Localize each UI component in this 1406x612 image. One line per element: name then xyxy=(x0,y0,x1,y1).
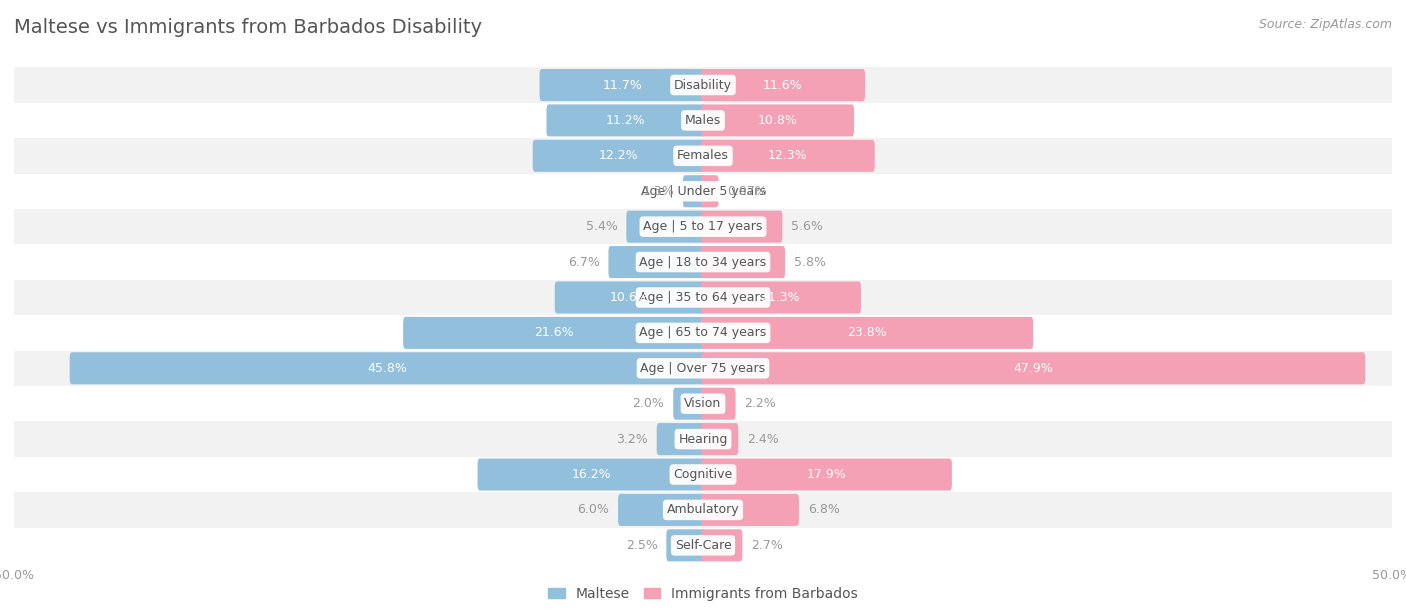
FancyBboxPatch shape xyxy=(700,69,865,101)
FancyBboxPatch shape xyxy=(683,175,706,207)
FancyBboxPatch shape xyxy=(14,244,1392,280)
Text: Maltese vs Immigrants from Barbados Disability: Maltese vs Immigrants from Barbados Disa… xyxy=(14,18,482,37)
FancyBboxPatch shape xyxy=(657,423,706,455)
Text: 5.8%: 5.8% xyxy=(794,256,825,269)
Text: 3.2%: 3.2% xyxy=(616,433,648,446)
FancyBboxPatch shape xyxy=(700,458,952,491)
FancyBboxPatch shape xyxy=(700,282,860,313)
Text: Disability: Disability xyxy=(673,78,733,92)
Text: Age | Over 75 years: Age | Over 75 years xyxy=(641,362,765,375)
Text: 2.4%: 2.4% xyxy=(747,433,779,446)
FancyBboxPatch shape xyxy=(700,246,785,278)
Text: 11.6%: 11.6% xyxy=(763,78,803,92)
Text: 11.3%: 11.3% xyxy=(761,291,800,304)
FancyBboxPatch shape xyxy=(700,494,799,526)
Text: 21.6%: 21.6% xyxy=(534,326,574,340)
Text: 10.8%: 10.8% xyxy=(758,114,797,127)
Text: Age | Under 5 years: Age | Under 5 years xyxy=(641,185,765,198)
Text: Males: Males xyxy=(685,114,721,127)
FancyBboxPatch shape xyxy=(700,529,742,561)
FancyBboxPatch shape xyxy=(700,175,718,207)
Text: Self-Care: Self-Care xyxy=(675,539,731,552)
FancyBboxPatch shape xyxy=(14,351,1392,386)
FancyBboxPatch shape xyxy=(666,529,706,561)
Text: 0.97%: 0.97% xyxy=(727,185,768,198)
FancyBboxPatch shape xyxy=(619,494,706,526)
FancyBboxPatch shape xyxy=(14,209,1392,244)
FancyBboxPatch shape xyxy=(14,492,1392,528)
FancyBboxPatch shape xyxy=(404,317,706,349)
FancyBboxPatch shape xyxy=(555,282,706,313)
FancyBboxPatch shape xyxy=(478,458,706,491)
Text: Ambulatory: Ambulatory xyxy=(666,504,740,517)
Text: Age | 5 to 17 years: Age | 5 to 17 years xyxy=(644,220,762,233)
Text: Source: ZipAtlas.com: Source: ZipAtlas.com xyxy=(1258,18,1392,31)
Text: 45.8%: 45.8% xyxy=(367,362,408,375)
Text: 17.9%: 17.9% xyxy=(807,468,846,481)
Text: 2.2%: 2.2% xyxy=(744,397,776,410)
FancyBboxPatch shape xyxy=(609,246,706,278)
Text: 2.0%: 2.0% xyxy=(633,397,665,410)
FancyBboxPatch shape xyxy=(14,138,1392,174)
FancyBboxPatch shape xyxy=(700,140,875,172)
FancyBboxPatch shape xyxy=(547,105,706,136)
FancyBboxPatch shape xyxy=(533,140,706,172)
FancyBboxPatch shape xyxy=(700,211,782,243)
Text: 1.3%: 1.3% xyxy=(643,185,673,198)
FancyBboxPatch shape xyxy=(14,386,1392,422)
Text: Cognitive: Cognitive xyxy=(673,468,733,481)
Text: 11.2%: 11.2% xyxy=(606,114,645,127)
FancyBboxPatch shape xyxy=(700,353,1365,384)
Text: Age | 35 to 64 years: Age | 35 to 64 years xyxy=(640,291,766,304)
Text: 6.8%: 6.8% xyxy=(807,504,839,517)
FancyBboxPatch shape xyxy=(700,317,1033,349)
FancyBboxPatch shape xyxy=(14,528,1392,563)
Text: 2.5%: 2.5% xyxy=(626,539,658,552)
FancyBboxPatch shape xyxy=(540,69,706,101)
Text: 12.2%: 12.2% xyxy=(599,149,638,162)
FancyBboxPatch shape xyxy=(14,315,1392,351)
Text: Age | 65 to 74 years: Age | 65 to 74 years xyxy=(640,326,766,340)
Text: Age | 18 to 34 years: Age | 18 to 34 years xyxy=(640,256,766,269)
Text: Vision: Vision xyxy=(685,397,721,410)
FancyBboxPatch shape xyxy=(700,387,735,420)
FancyBboxPatch shape xyxy=(673,387,706,420)
FancyBboxPatch shape xyxy=(14,103,1392,138)
Text: 6.0%: 6.0% xyxy=(578,504,609,517)
FancyBboxPatch shape xyxy=(70,353,706,384)
Text: 2.7%: 2.7% xyxy=(751,539,783,552)
Text: 6.7%: 6.7% xyxy=(568,256,599,269)
FancyBboxPatch shape xyxy=(14,280,1392,315)
Text: 5.4%: 5.4% xyxy=(586,220,617,233)
FancyBboxPatch shape xyxy=(700,105,853,136)
Legend: Maltese, Immigrants from Barbados: Maltese, Immigrants from Barbados xyxy=(548,587,858,601)
FancyBboxPatch shape xyxy=(14,67,1392,103)
Text: 23.8%: 23.8% xyxy=(846,326,887,340)
FancyBboxPatch shape xyxy=(14,422,1392,457)
Text: 16.2%: 16.2% xyxy=(572,468,612,481)
FancyBboxPatch shape xyxy=(14,457,1392,492)
FancyBboxPatch shape xyxy=(700,423,738,455)
Text: 12.3%: 12.3% xyxy=(768,149,807,162)
Text: Hearing: Hearing xyxy=(678,433,728,446)
Text: 47.9%: 47.9% xyxy=(1014,362,1053,375)
Text: Females: Females xyxy=(678,149,728,162)
Text: 11.7%: 11.7% xyxy=(603,78,643,92)
FancyBboxPatch shape xyxy=(14,174,1392,209)
FancyBboxPatch shape xyxy=(626,211,706,243)
Text: 5.6%: 5.6% xyxy=(792,220,823,233)
Text: 10.6%: 10.6% xyxy=(610,291,650,304)
